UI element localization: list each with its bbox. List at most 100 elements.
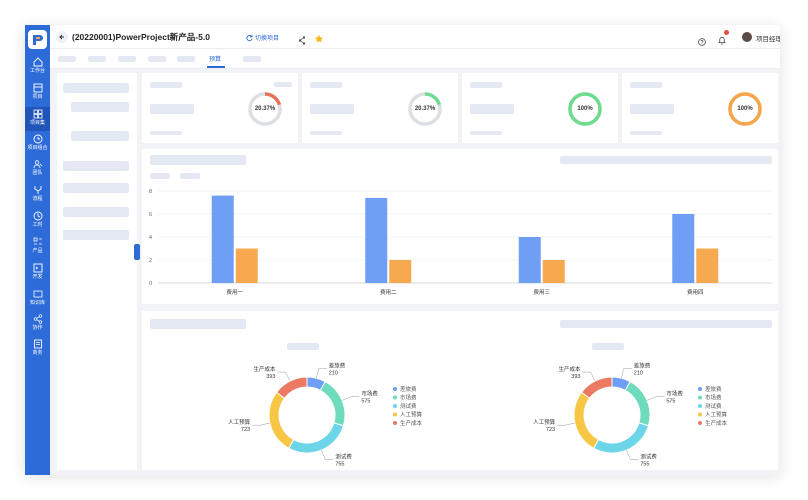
chart-filter-placeholder[interactable] [560,320,772,328]
legend-label[interactable]: 市场费 [705,394,722,402]
tab-placeholder[interactable] [118,56,136,62]
legend-marker [393,387,397,391]
sidebar-item-9[interactable]: 知识库 [25,287,50,311]
collapse-panel-button[interactable] [134,244,140,260]
help-button[interactable] [698,33,706,51]
avatar[interactable] [742,32,752,42]
tab-placeholder[interactable] [58,56,76,62]
share-button[interactable] [298,32,306,50]
label-leader-line [582,371,596,382]
x-tick-label: 费用三 [533,288,550,296]
tab-placeholder[interactable] [148,56,166,62]
donut-slice[interactable] [624,380,651,427]
bar[interactable] [211,195,234,283]
sidebar-item-label: 项目组合 [27,145,48,151]
donut-slice[interactable] [268,391,295,449]
label-leader-line [316,368,327,379]
donut-slice[interactable] [593,422,650,454]
kpi-link[interactable] [274,82,292,87]
top-bar: (20220001)PowerProject新产品-5.0 切换项目 项目经理 … [50,25,780,49]
sidebar-item-4[interactable]: 团队 [25,157,50,181]
bar[interactable] [518,237,541,283]
bar[interactable] [542,260,565,283]
bar[interactable] [672,214,695,283]
help-icon [698,38,706,46]
sidebar-item-6[interactable]: 工时 [25,209,50,233]
slice-label: 市场费 [361,390,378,398]
sidebar-item-3[interactable]: 项目组合 [25,132,50,156]
label-leader-line [626,450,639,460]
bar[interactable] [235,248,258,284]
legend-label[interactable]: 人工预算 [705,411,728,419]
donut-slice[interactable] [580,376,613,399]
notification-button[interactable] [718,32,726,50]
tree-item[interactable] [63,230,129,240]
app-logo[interactable] [28,30,47,49]
slice-value-label: 755 [640,461,649,467]
favorite-button[interactable] [314,31,324,49]
tab-budget[interactable]: 预算 [209,57,222,63]
donut-slice[interactable] [288,422,345,454]
sidebar-item-0[interactable]: 工作台 [25,55,50,79]
star-icon [314,34,324,43]
legend-label[interactable]: 生产成本 [400,419,423,427]
tree-item[interactable] [71,131,129,141]
legend-label[interactable]: 差旅费 [705,385,722,393]
slice-value-label: 393 [571,374,580,380]
slice-label: 差旅费 [634,361,651,369]
legend-label[interactable]: 测试费 [705,402,722,410]
tree-item[interactable] [63,183,129,193]
bar[interactable] [696,248,719,284]
app-window: 工作台 项目 项目集项目组合团队流程工时产品开发知识库 协作商务 (20220001)… [25,25,780,475]
sidebar-item-7[interactable]: 产品 [25,235,50,259]
tree-item[interactable] [71,102,129,112]
label-leader-line [321,450,334,460]
sidebar-item-2[interactable]: 项目集 [25,107,50,131]
sidebar-item-label: 开发 [32,274,43,280]
sidebar-item-label: 商务 [32,350,43,356]
sidebar-item-label: 流程 [32,196,43,202]
legend-placeholder[interactable] [150,173,170,179]
tree-item[interactable] [63,161,129,171]
sidebar-item-label: 产品 [32,248,43,254]
kpi-ring [248,92,282,126]
tree-item[interactable] [63,83,129,93]
legend-label[interactable]: 生产成本 [705,419,728,427]
donut-slice[interactable] [573,391,600,449]
sidebar-item-8[interactable]: 开发 [25,261,50,285]
sidebar-item-11[interactable]: 商务 [25,337,50,361]
team-icon [33,160,42,169]
bar[interactable] [365,197,388,283]
tree-item[interactable] [63,207,129,217]
tab-placeholder[interactable] [177,56,195,62]
project-icon [33,83,42,93]
sidebar-item-5[interactable]: 流程 [25,183,50,207]
sidebar-item-10[interactable]: 协作 [25,312,50,336]
legend-marker [393,404,397,408]
switch-project-button[interactable]: 切换项目 [246,33,279,42]
user-name[interactable]: 项目经理 PM [756,36,780,43]
legend-label[interactable]: 市场费 [400,394,417,402]
chart-filter-placeholder[interactable] [560,156,772,164]
legend-label[interactable]: 差旅费 [400,385,417,393]
kpi-card: 100% [622,73,778,143]
program-icon [33,109,42,119]
back-button[interactable] [56,31,68,43]
sidebar-item-1[interactable]: 项目 [25,81,50,105]
donut-slice[interactable] [275,376,308,399]
kpi-value [150,104,194,114]
switch-project-label: 切换项目 [255,36,280,42]
slice-value-label: 575 [361,399,370,405]
chart-title-placeholder [150,319,246,329]
legend-label[interactable]: 人工预算 [400,411,423,419]
legend-placeholder[interactable] [180,173,200,179]
donut-slice[interactable] [319,380,346,427]
legend-label[interactable]: 测试费 [400,402,417,410]
tab-placeholder[interactable] [243,56,261,62]
tab-placeholder[interactable] [88,56,106,62]
refresh-icon [246,34,253,41]
bar[interactable] [389,260,412,283]
left-tree-panel [57,73,137,470]
slice-label: 差旅费 [329,361,346,369]
home-icon [33,57,42,67]
